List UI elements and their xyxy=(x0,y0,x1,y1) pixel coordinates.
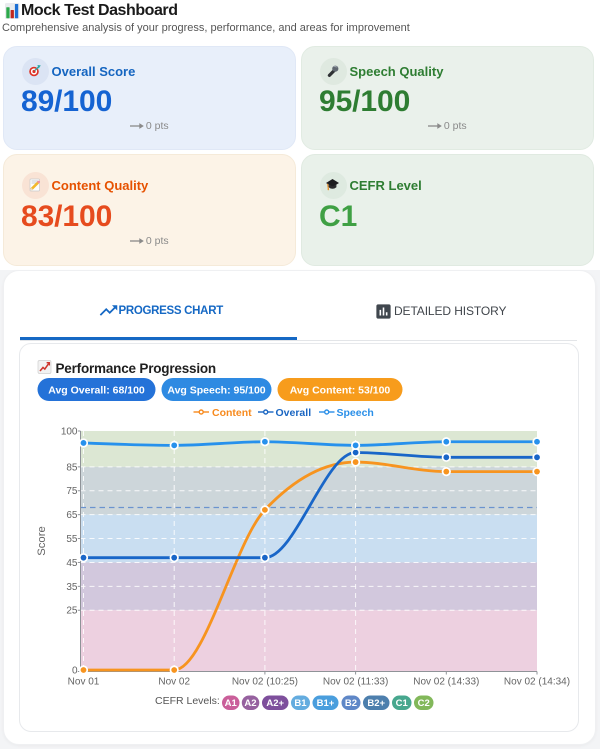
svg-text:B1: B1 xyxy=(294,698,307,709)
svg-text:A2: A2 xyxy=(244,698,256,709)
svg-text:C1: C1 xyxy=(396,698,409,709)
svg-text:65: 65 xyxy=(66,510,78,521)
svg-text:A1: A1 xyxy=(225,698,238,709)
svg-text:Avg Speech: 95/100: Avg Speech: 95/100 xyxy=(167,385,265,397)
svg-text:45: 45 xyxy=(66,558,78,569)
svg-text:Score: Score xyxy=(36,526,48,556)
svg-text:100: 100 xyxy=(61,427,78,438)
svg-text:Nov 02: Nov 02 xyxy=(158,677,190,688)
svg-text:Nov 02 (14:34): Nov 02 (14:34) xyxy=(504,677,570,688)
svg-text:Content: Content xyxy=(212,407,252,419)
svg-text:Nov 02 (10:25): Nov 02 (10:25) xyxy=(232,677,298,688)
svg-text:Speech: Speech xyxy=(337,407,374,419)
svg-text:Overall: Overall xyxy=(276,407,312,419)
svg-text:Avg Content: 53/100: Avg Content: 53/100 xyxy=(290,385,391,397)
svg-text:Nov 02 (11:33): Nov 02 (11:33) xyxy=(323,677,388,688)
svg-text:B2: B2 xyxy=(345,698,357,709)
svg-text:25: 25 xyxy=(66,606,78,617)
svg-text:C2: C2 xyxy=(418,698,430,709)
svg-text:55: 55 xyxy=(66,534,78,545)
svg-text:A2+: A2+ xyxy=(266,698,284,709)
svg-text:Nov 01: Nov 01 xyxy=(68,677,100,688)
svg-text:Avg Overall: 68/100: Avg Overall: 68/100 xyxy=(48,385,145,397)
svg-text:Performance Progression: Performance Progression xyxy=(56,361,216,376)
svg-text:B2+: B2+ xyxy=(367,698,385,709)
svg-text:CEFR Levels:: CEFR Levels: xyxy=(155,695,220,707)
svg-text:0: 0 xyxy=(72,666,78,677)
svg-text:75: 75 xyxy=(66,486,78,497)
svg-text:B1+: B1+ xyxy=(317,698,335,709)
svg-text:35: 35 xyxy=(66,582,78,593)
svg-text:Nov 02 (14:33): Nov 02 (14:33) xyxy=(413,677,479,688)
svg-text:85: 85 xyxy=(66,462,78,473)
